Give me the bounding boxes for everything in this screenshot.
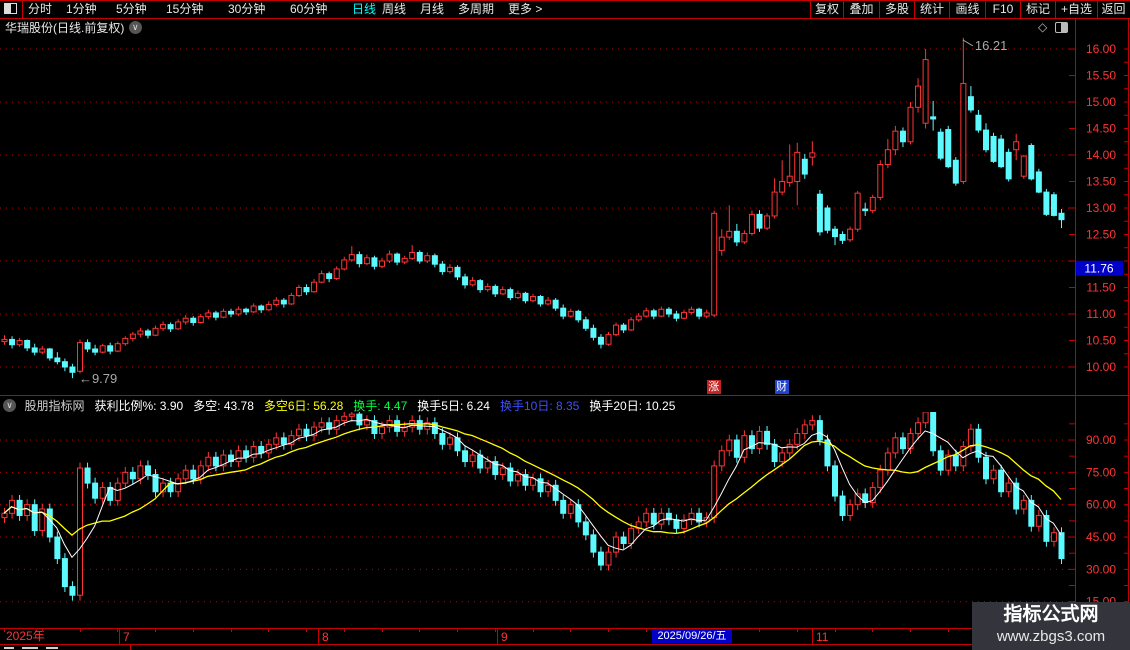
right-border <box>1128 18 1129 650</box>
toolbar-right-item-2[interactable]: 多股 <box>879 0 914 18</box>
toolbar-right-item-7[interactable]: +自选 <box>1055 0 1097 18</box>
indicator-header-item-7: 换手20日: 10.25 <box>589 399 676 412</box>
toolbar-top-border <box>0 0 1130 1</box>
top-toolbar: 分时 1分钟 5分钟 15分钟 30分钟 60分钟 日线 周线 月线 多周期 更多 > 复权 叠加 多股统… <box>0 0 1130 18</box>
svg-text:←9.79: ←9.79 <box>79 371 117 386</box>
price-axis-border <box>1075 18 1076 644</box>
window-split-icon[interactable] <box>4 3 17 14</box>
svg-text:45.00: 45.00 <box>1086 530 1116 544</box>
indicator-header-item-6: 换手10日: 8.35 <box>499 399 580 412</box>
toolbar-icon-divider <box>22 0 23 18</box>
svg-text:13.50: 13.50 <box>1086 175 1116 189</box>
watermark-url: www.zbgs3.com <box>996 628 1106 645</box>
toolbar-left-item-1[interactable]: 1分钟 <box>66 2 97 16</box>
symbol-title-row: 华瑞股份(日线.前复权) ∨ <box>0 19 1060 35</box>
time-axis-month-label: 11 <box>816 630 829 644</box>
toolbar-left-item-7[interactable]: 周线 <box>382 2 407 16</box>
chevron-down-icon[interactable]: ∨ <box>128 21 142 35</box>
toolbar-left-item-0[interactable]: 分时 <box>28 2 53 16</box>
indicator-header-item-0: 股朋指标网 <box>24 399 85 412</box>
panel-separator <box>0 395 1130 396</box>
svg-text:15.50: 15.50 <box>1086 69 1116 83</box>
time-axis-top-border <box>0 628 1130 629</box>
toolbar-right-item-8[interactable]: 返回 <box>1097 0 1129 18</box>
svg-text:16.21: 16.21 <box>975 38 1008 53</box>
svg-text:30.00: 30.00 <box>1086 562 1116 576</box>
indicator-header-item-2: 多空: 43.78 <box>193 399 254 412</box>
time-axis-month-label: 7 <box>123 630 130 644</box>
toolbar-left-item-4[interactable]: 30分钟 <box>228 2 266 16</box>
svg-text:10.50: 10.50 <box>1086 334 1116 348</box>
toolbar-right-item-3[interactable]: 统计 <box>914 0 949 18</box>
diamond-icon[interactable]: ◇ <box>1038 20 1048 34</box>
toolbar-right-item-4[interactable]: 画线 <box>949 0 985 18</box>
time-axis: 2025年 7 8 9 11 2025/09/26/五 <box>0 629 1130 644</box>
toolbar-right-item-1[interactable]: 叠加 <box>843 0 879 18</box>
svg-text:11.76: 11.76 <box>1084 262 1113 276</box>
watermark: 指标公式网 www.zbgs3.com <box>972 602 1130 650</box>
indicator-header-item-1: 获利比例%: 3.90 <box>94 399 184 412</box>
toolbar-right-item-0[interactable]: 复权 <box>810 0 843 18</box>
svg-text:13.00: 13.00 <box>1086 201 1116 215</box>
toolbar-left-item-2[interactable]: 5分钟 <box>116 2 147 16</box>
time-axis-year-label: 2025年 <box>6 629 45 643</box>
page-title[interactable]: 华瑞股份(日线.前复权) <box>5 21 125 35</box>
month-divider <box>812 629 813 644</box>
toolbar-left-item-9[interactable]: 多周期 <box>458 2 495 16</box>
time-axis-month-label: 8 <box>322 630 329 644</box>
month-divider <box>497 629 498 644</box>
toolbar-left-item-3[interactable]: 15分钟 <box>166 2 204 16</box>
bottom-clipped-row <box>0 645 1130 650</box>
month-divider <box>119 629 120 644</box>
toolbar-right-item-6[interactable]: 标记 <box>1020 0 1055 18</box>
svg-text:90.00: 90.00 <box>1086 433 1116 447</box>
toolbar-left-item-5[interactable]: 60分钟 <box>290 2 328 16</box>
svg-text:11.50: 11.50 <box>1086 281 1115 295</box>
financial-report-marker[interactable]: 财 <box>774 380 789 394</box>
svg-text:60.00: 60.00 <box>1086 498 1116 512</box>
time-axis-bottom-border <box>0 644 1130 645</box>
month-divider <box>318 629 319 644</box>
selected-date-box: 2025/09/26/五 <box>652 629 732 643</box>
indicator-header-item-5: 换手5日: 6.24 <box>417 399 490 412</box>
toolbar-left-item-10[interactable]: 更多 > <box>508 2 543 16</box>
indicator-header-item-4: 换手: 4.47 <box>353 399 408 412</box>
svg-text:10.00: 10.00 <box>1086 360 1116 374</box>
svg-text:14.50: 14.50 <box>1086 122 1116 136</box>
toolbar-right-item-5[interactable]: F10 <box>985 0 1020 18</box>
svg-text:15.00: 15.00 <box>1086 95 1116 109</box>
svg-text:14.00: 14.00 <box>1086 148 1116 162</box>
limit-up-marker[interactable]: 涨 <box>706 380 721 394</box>
indicator-header: ∨ 股朋指标网 获利比例%: 3.90 多空: 43.78 多空6日: 56.28 换手… <box>0 397 1060 412</box>
time-axis-month-label: 9 <box>501 630 508 644</box>
svg-text:16.00: 16.00 <box>1086 42 1116 56</box>
watermark-title: 指标公式网 <box>1003 604 1099 625</box>
main-candlestick-chart[interactable]: 16.00 15.50 15.00 14.50 14.00 13.50 13.00 12.50… <box>0 36 1130 395</box>
toolbar-bottom-border <box>0 18 1130 19</box>
toolbar-left-item-6[interactable]: 日线 <box>352 2 377 16</box>
indicator-header-item-3: 多空6日: 56.28 <box>263 399 344 412</box>
svg-text:12.50: 12.50 <box>1086 228 1116 242</box>
svg-text:75.00: 75.00 <box>1086 465 1116 479</box>
svg-text:11.00: 11.00 <box>1086 307 1115 321</box>
toolbar-left-item-8[interactable]: 月线 <box>420 2 445 16</box>
pane-layout-icon[interactable] <box>1055 22 1068 33</box>
indicator-collapse-icon[interactable]: ∨ <box>3 399 16 412</box>
